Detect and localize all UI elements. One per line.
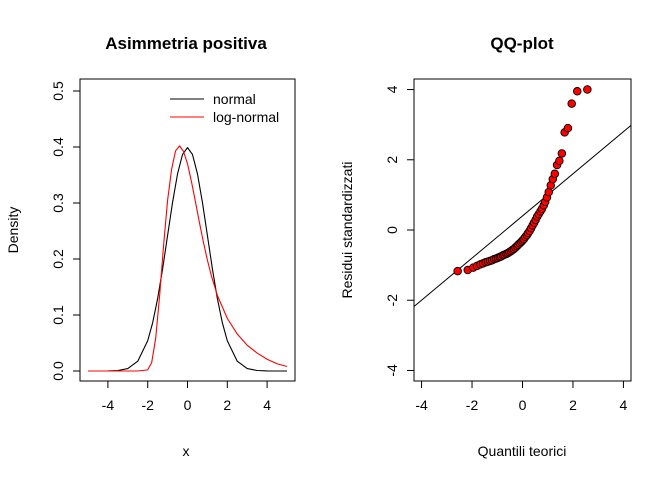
density-x-axis-label: x	[183, 443, 190, 459]
density-x-tick-label: 4	[263, 397, 271, 413]
qq-y-tick-label: 4	[384, 85, 400, 93]
qq-point	[583, 85, 592, 94]
density-x-axis: -4 -2 0 2 4	[102, 380, 271, 413]
legend-label-normal: normal	[213, 91, 256, 107]
density-y-axis-label: Density	[5, 207, 21, 254]
density-x-tick-label: -2	[141, 397, 154, 413]
qq-y-tick-label: 0	[384, 226, 400, 234]
density-x-tick-label: 0	[184, 397, 192, 413]
qq-x-axis: -4 -2 0 2 4	[415, 380, 628, 413]
qq-x-tick-label: -4	[415, 397, 428, 413]
qq-reference-line	[413, 124, 632, 307]
qq-plot-panel: QQ-plot Quantili teorici Residui standar…	[339, 34, 632, 459]
density-y-tick-label: 0.3	[50, 193, 66, 213]
density-x-tick-label: -4	[102, 397, 115, 413]
qq-point	[573, 87, 582, 96]
qq-y-tick-label: 2	[384, 156, 400, 164]
qq-y-tick-label: -2	[384, 294, 400, 307]
density-series-group	[88, 145, 288, 372]
qq-point	[555, 156, 564, 166]
qq-point	[567, 99, 576, 108]
qq-reference-line-group	[413, 124, 632, 307]
qq-point	[563, 123, 573, 133]
series-line-log-normal	[88, 145, 288, 372]
density-y-axis: 0.0 0.1 0.2 0.3 0.4 0.5	[50, 81, 81, 381]
density-x-tick-label: 2	[223, 397, 231, 413]
density-y-tick-label: 0.2	[50, 249, 66, 269]
qq-y-axis-label: Residui standardizzati	[339, 162, 355, 299]
qq-points-group	[453, 85, 592, 276]
qq-point	[550, 169, 560, 179]
qq-x-tick-label: 0	[519, 397, 527, 413]
qq-x-tick-label: 2	[569, 397, 577, 413]
legend-label-log-normal: log-normal	[213, 109, 279, 125]
density-plot-panel: Asimmetria positiva x Density -4 -2 0 2 4 0.…	[5, 34, 296, 459]
qq-point	[557, 149, 567, 158]
qq-plot-frame	[413, 78, 632, 382]
qq-x-tick-label: 4	[620, 397, 628, 413]
qq-point	[453, 266, 462, 276]
density-plot-title: Asimmetria positiva	[105, 34, 267, 53]
density-legend: normal log-normal	[170, 91, 279, 125]
qq-x-tick-label: -2	[466, 397, 479, 413]
density-y-tick-label: 0.0	[50, 361, 66, 381]
qq-y-tick-label: -4	[384, 364, 400, 377]
density-y-tick-label: 0.1	[50, 305, 66, 325]
qq-y-axis: -4 -2 0 2 4	[384, 85, 415, 377]
density-y-tick-label: 0.4	[50, 137, 66, 157]
series-line-normal	[88, 147, 287, 372]
density-y-tick-label: 0.5	[50, 81, 66, 101]
qq-x-axis-label: Quantili teorici	[478, 443, 567, 459]
qq-plot-title: QQ-plot	[490, 34, 554, 53]
